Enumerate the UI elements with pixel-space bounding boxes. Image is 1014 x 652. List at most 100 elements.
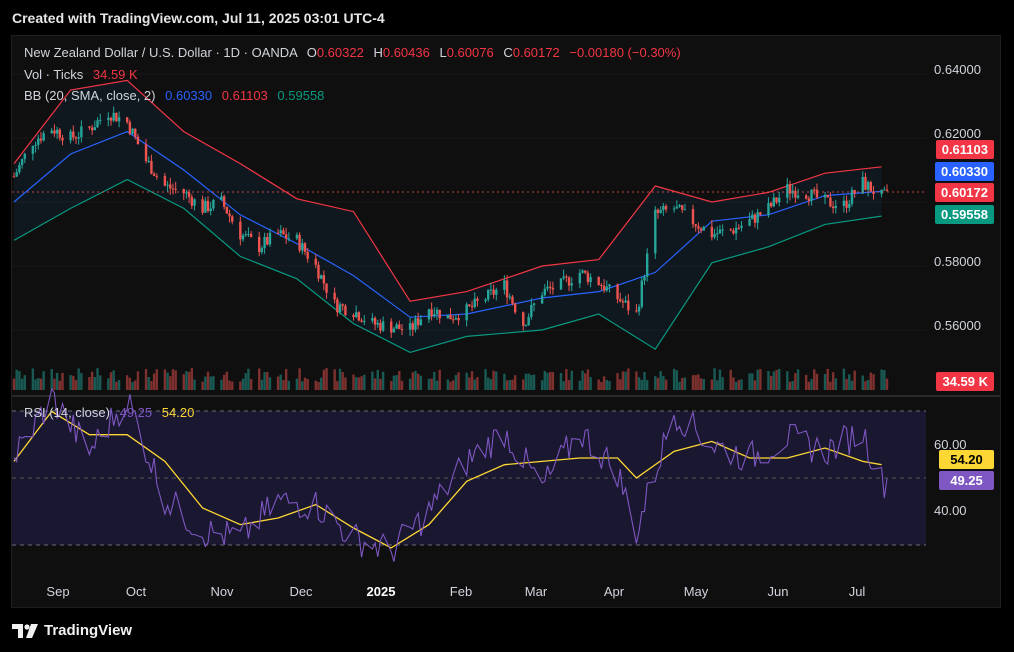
volume-bar <box>150 381 153 390</box>
candle-body <box>522 312 525 326</box>
candle-body <box>567 277 571 286</box>
tradingview-logo[interactable]: TradingView <box>12 622 132 639</box>
candle-body <box>524 325 528 327</box>
volume-bar <box>427 378 431 390</box>
volume-bar <box>115 381 118 390</box>
x-tick-label: 2025 <box>367 584 396 599</box>
symbol-legend[interactable]: New Zealand Dollar / U.S. Dollar · 1D · … <box>24 45 681 60</box>
volume-bar <box>357 377 361 390</box>
candle-body <box>408 323 412 330</box>
volume-bar <box>61 372 64 390</box>
volume-bar <box>266 372 269 390</box>
volume-bar <box>804 374 808 390</box>
footer <box>0 608 1014 652</box>
volume-bar <box>128 377 132 390</box>
candle-body <box>786 184 789 198</box>
volume-value: 34.59 K <box>92 67 138 82</box>
candle-body <box>42 133 45 141</box>
volume-bar <box>134 380 137 390</box>
candle-body <box>228 213 231 217</box>
volume-bar <box>508 379 511 390</box>
candle-body <box>492 289 495 295</box>
volume-bar <box>174 370 177 390</box>
volume-bar <box>338 368 342 390</box>
volume-bar <box>18 371 21 390</box>
volume-bar <box>778 368 781 390</box>
volume-bar <box>125 375 129 390</box>
volume-bar <box>109 372 113 390</box>
candle-body <box>616 284 619 300</box>
y-tick-label: 0.58000 <box>934 254 981 269</box>
candle-body <box>834 205 838 209</box>
x-tick-label: Sep <box>46 584 69 599</box>
rsi-legend[interactable]: RSI (14, close) 49.25 54.20 <box>24 405 194 420</box>
candle-body <box>244 234 247 236</box>
candle-body <box>813 189 816 191</box>
candle-body <box>163 175 167 186</box>
volume-bar <box>559 373 563 390</box>
candle-body <box>468 304 471 307</box>
candle-body <box>400 328 404 330</box>
candle-body <box>107 117 110 120</box>
candle-body <box>503 280 506 290</box>
candle-body <box>621 301 625 303</box>
candle-body <box>866 182 870 190</box>
volume-bar <box>408 378 412 390</box>
candle-body <box>495 289 498 295</box>
candle-body <box>279 230 282 234</box>
candle-body <box>276 232 280 234</box>
volume-bar <box>201 381 204 390</box>
bb-legend[interactable]: BB (20, SMA, close, 2) 0.60330 0.61103 0… <box>24 88 324 103</box>
candle-body <box>635 310 638 312</box>
candle-body <box>325 283 328 293</box>
volume-bar <box>225 371 229 390</box>
volume-bar <box>662 376 665 390</box>
volume-bar <box>244 373 247 390</box>
volume-bar <box>635 371 638 390</box>
candle-body <box>672 208 676 210</box>
candle-body <box>354 312 358 318</box>
high-value: 0.60436 <box>382 45 430 60</box>
volume-bar <box>136 371 140 390</box>
candle-body <box>683 209 687 211</box>
volume-bar <box>395 375 398 390</box>
candle-body <box>69 131 72 141</box>
candle-body <box>77 137 80 139</box>
volume-bar <box>400 380 404 390</box>
candle-body <box>112 112 115 121</box>
volume-bar <box>721 377 724 390</box>
candle-body <box>449 314 452 320</box>
volume-bar <box>729 369 732 390</box>
candle-body <box>624 300 627 303</box>
candle-body <box>823 194 827 198</box>
time-axis: Sep Oct Nov Dec 2025 Feb Mar Apr May Jun… <box>46 584 865 599</box>
volume-bar <box>866 379 870 390</box>
volume-legend[interactable]: Vol · Ticks 34.59 K <box>24 67 138 82</box>
volume-bar <box>23 375 26 390</box>
volume-bar <box>325 368 328 390</box>
candle-body <box>319 275 323 279</box>
volume-bar <box>77 368 80 390</box>
candle-body <box>392 328 396 333</box>
volume-bar <box>850 380 854 390</box>
candle-body <box>845 200 848 208</box>
candle-body <box>584 270 587 273</box>
candle-body <box>317 264 320 279</box>
candle-body <box>187 192 191 197</box>
candle-body <box>454 318 458 320</box>
volume-bar <box>643 372 646 390</box>
candle-body <box>144 144 148 162</box>
volume-bar <box>861 375 864 390</box>
volume-bar <box>284 369 288 390</box>
candle-body <box>880 189 883 194</box>
volume-bar <box>360 376 363 390</box>
volume-bar <box>171 369 175 390</box>
rsi-ma-line <box>13 410 882 549</box>
bb-fill <box>14 80 882 353</box>
candle-body <box>39 138 43 141</box>
candle-body <box>209 208 212 212</box>
candle-body <box>222 196 226 207</box>
candle-body <box>336 299 339 313</box>
candle-body <box>268 232 272 245</box>
